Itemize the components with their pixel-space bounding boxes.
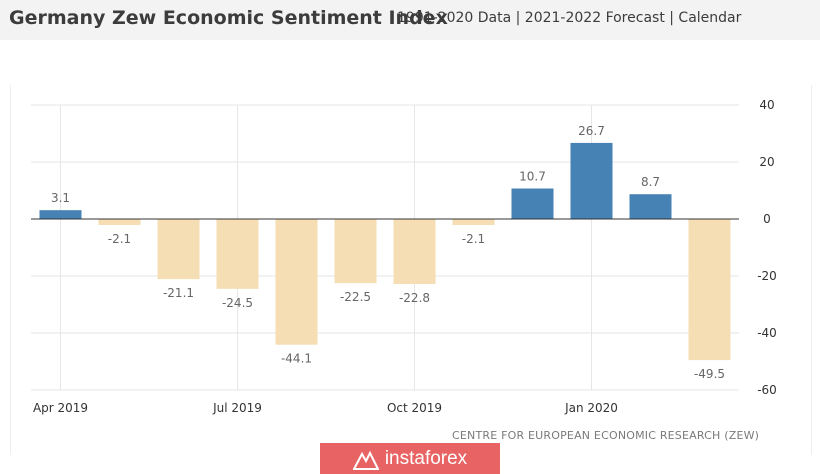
x-tick-label: Jul 2019 [212,401,262,415]
chart-area: 3.1 -2.1 -21.1 -24.5 -44.1 -22.5 -22.8 -2.1 10.7… [10,85,812,455]
y-tick-label: -40 [757,326,777,340]
bar-value-label: -49.5 [694,367,725,381]
bar-value-label: -24.5 [222,296,253,310]
bar [452,219,495,225]
bar-value-label: 10.7 [519,170,546,184]
chart-title: Germany Zew Economic Sentiment Index [9,7,448,29]
bar-value-label: -22.5 [340,290,371,304]
y-tick-label: 20 [759,155,774,169]
bar [393,219,436,284]
bar-value-label: -2.1 [462,232,485,246]
watermark-text: instaforex [384,447,468,469]
bar [216,219,259,289]
bar [511,188,554,219]
bar-value-label: 26.7 [578,124,605,138]
bar [334,219,377,284]
bar [570,142,613,219]
instaforex-logo-icon [352,450,379,470]
x-tick-label: Apr 2019 [33,401,88,415]
bar-value-label: 3.1 [51,191,70,205]
y-tick-label: 40 [759,98,774,112]
x-tick-label: Oct 2019 [387,401,442,415]
bar-value-label: -21.1 [163,286,194,300]
bar [98,219,141,225]
source-credit: CENTRE FOR EUROPEAN ECONOMIC RESEARCH (Z… [452,429,760,442]
y-tick-label: -20 [757,269,777,283]
bar [39,210,82,219]
bar [275,219,318,345]
bar-chart: 3.1 -2.1 -21.1 -24.5 -44.1 -22.5 -22.8 -2.1 10.7… [31,98,777,415]
bar-value-label: 8.7 [641,175,660,189]
bar [629,194,672,219]
bar-value-label: -44.1 [281,352,312,366]
y-tick-label: -60 [757,383,777,397]
bar-value-label: -2.1 [108,232,131,246]
bar [157,219,200,280]
bar [688,219,731,361]
y-tick-label: 0 [763,212,771,226]
instaforex-watermark: instaforex [320,443,500,474]
chart-header: Germany Zew Economic Sentiment Index 199… [0,0,820,40]
chart-subtitle-links[interactable]: 1991-2020 Data | 2021-2022 Forecast | Ca… [397,10,742,26]
x-tick-label: Jan 2020 [564,401,618,415]
bar-value-label: -22.8 [399,291,430,305]
